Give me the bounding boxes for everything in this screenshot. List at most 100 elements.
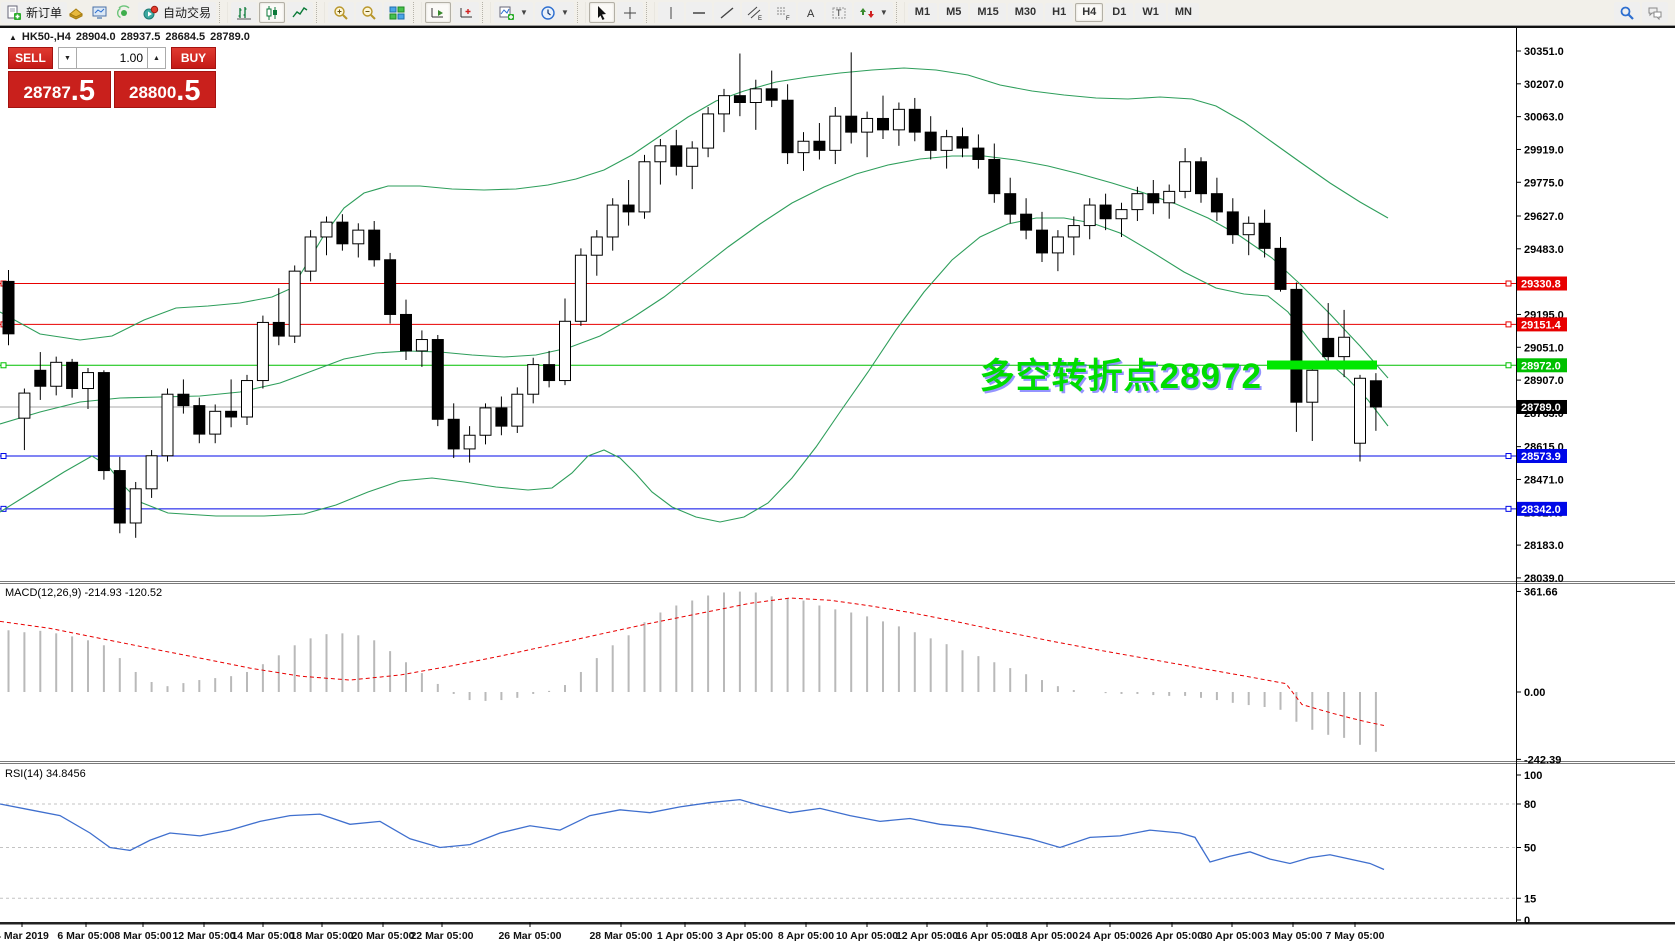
svg-text:28972.0: 28972.0 — [1521, 360, 1561, 372]
search-button[interactable] — [1614, 2, 1640, 23]
new-order-icon — [7, 5, 21, 20]
svg-text:12 Apr 05:00: 12 Apr 05:00 — [896, 930, 958, 942]
tf-button-MN[interactable]: MN — [1167, 3, 1199, 22]
crosshair-button[interactable] — [616, 2, 643, 23]
tile-windows-icon — [389, 6, 405, 19]
svg-text:29330.8: 29330.8 — [1521, 279, 1561, 291]
svg-text:3 Apr 05:00: 3 Apr 05:00 — [717, 930, 773, 942]
bid-price-panel[interactable]: 28787.5 — [8, 71, 111, 108]
bar-chart-button[interactable] — [231, 2, 258, 23]
bid-price-fraction: .5 — [70, 75, 95, 107]
macd-signal-line — [0, 597, 1385, 726]
sell-button[interactable]: SELL — [8, 47, 53, 69]
main-toolbar: 新订单 自动交易 ▼ ▼ E F A T ▼ M1 M5 M15 M30 H1 H4 D1 W… — [0, 0, 1675, 26]
chart-shift-button[interactable] — [453, 2, 480, 23]
dropdown-arrow-icon: ▼ — [560, 8, 569, 17]
tf-button-M5[interactable]: M5 — [939, 3, 969, 22]
price-axis[interactable]: 30351.0 30207.0 30063.0 29919.0 29775.0 29627… — [1516, 27, 1567, 927]
bollinger-lower — [0, 217, 1389, 523]
toolbar-separator — [482, 2, 492, 23]
tf-button-H4[interactable]: H4 — [1075, 3, 1104, 22]
zoom-out-icon — [362, 5, 376, 20]
new-order-button[interactable]: 新订单 — [1, 2, 68, 23]
zoom-out-button[interactable] — [356, 2, 383, 23]
toolbar-separator — [645, 2, 655, 23]
candlestick-chart-button[interactable] — [259, 2, 286, 23]
ask-price-main: 28800 — [129, 83, 177, 102]
indicators-button[interactable]: ▼ — [494, 2, 533, 23]
key-level-highlight[interactable] — [1267, 360, 1377, 370]
svg-text:8 Mar 05:00: 8 Mar 05:00 — [114, 930, 171, 942]
svg-text:12 Mar 05:00: 12 Mar 05:00 — [172, 930, 235, 942]
svg-text:6 Mar 05:00: 6 Mar 05:00 — [57, 930, 114, 942]
price-level-lines[interactable] — [0, 280, 1516, 512]
autotrade-button[interactable]: 自动交易 — [138, 2, 217, 23]
time-axis[interactable]: 4 Mar 2019 6 Mar 05:00 8 Mar 05:00 12 Mar 0… — [0, 922, 1385, 942]
toolbar-separator — [895, 2, 905, 23]
crosshair-icon — [623, 6, 636, 19]
symbol-period-label: HK50-,H4 — [21, 31, 71, 43]
tile-windows-button[interactable] — [384, 2, 411, 23]
collapse-arrow-icon[interactable]: ▲ — [9, 32, 17, 42]
svg-text:20 Mar 05:00: 20 Mar 05:00 — [351, 930, 414, 942]
line-chart-icon — [292, 6, 308, 17]
channel-icon: E — [747, 6, 762, 21]
fibonacci-icon: F — [776, 7, 790, 21]
vertical-line-button[interactable] — [657, 2, 684, 23]
trendline-button[interactable] — [713, 2, 740, 23]
tf-button-M30[interactable]: M30 — [1007, 3, 1044, 22]
broadcast-icon[interactable] — [116, 4, 132, 21]
chart-window-border — [0, 26, 1675, 28]
periods-button[interactable]: ▼ — [534, 2, 574, 23]
ask-price-panel[interactable]: 28800.5 — [113, 71, 216, 108]
svg-text:30351.0: 30351.0 — [1524, 46, 1564, 58]
tf-button-W1[interactable]: W1 — [1135, 3, 1166, 22]
candlestick-chart-icon — [266, 5, 278, 20]
rsi-line — [0, 798, 1385, 871]
text-button[interactable]: A — [797, 2, 824, 23]
volume-input[interactable] — [77, 47, 147, 69]
profile-icon[interactable] — [68, 5, 84, 21]
channel-button[interactable]: E — [741, 2, 768, 23]
line-chart-button[interactable] — [287, 2, 314, 23]
svg-text:30063.0: 30063.0 — [1524, 112, 1564, 124]
chart-header: ▲ HK50-,H4 28904.0 28937.5 28684.5 28789… — [9, 31, 250, 43]
tf-button-M1[interactable]: M1 — [907, 3, 938, 22]
arrows-button[interactable]: ▼ — [853, 2, 893, 23]
svg-text:7 May 05:00: 7 May 05:00 — [1326, 930, 1385, 942]
chat-button[interactable] — [1642, 2, 1668, 23]
tf-button-M15[interactable]: M15 — [970, 3, 1006, 22]
svg-text:28183.0: 28183.0 — [1524, 540, 1564, 552]
svg-text:28573.9: 28573.9 — [1521, 451, 1561, 463]
svg-text:28907.0: 28907.0 — [1524, 375, 1564, 387]
horizontal-line-button[interactable] — [685, 2, 712, 23]
terminal-icon[interactable] — [92, 5, 108, 21]
indicators-icon — [499, 6, 515, 20]
volume-down-button[interactable]: ▼ — [58, 47, 77, 69]
svg-text:8 Apr 05:00: 8 Apr 05:00 — [778, 930, 834, 942]
svg-text:50: 50 — [1524, 843, 1536, 855]
zoom-in-button[interactable] — [328, 2, 355, 23]
ohlc-high: 28937.5 — [120, 31, 161, 43]
auto-scroll-button[interactable] — [425, 2, 452, 23]
svg-text:15: 15 — [1524, 893, 1536, 905]
chart-shift-icon — [460, 7, 473, 17]
tf-button-D1[interactable]: D1 — [1105, 3, 1134, 22]
candles-layer — [2, 52, 1382, 538]
vertical-line-icon — [670, 6, 672, 19]
tf-button-H1[interactable]: H1 — [1045, 3, 1074, 22]
auto-scroll-icon — [431, 7, 444, 17]
svg-text:26 Apr 05:00: 26 Apr 05:00 — [1141, 930, 1203, 942]
text-label-button[interactable]: T — [825, 2, 852, 23]
volume-up-button[interactable]: ▲ — [147, 47, 166, 69]
macd-pane — [0, 591, 1385, 752]
svg-text:1 Apr 05:00: 1 Apr 05:00 — [657, 930, 713, 942]
svg-text:29775.0: 29775.0 — [1524, 177, 1564, 189]
fibonacci-button[interactable]: F — [769, 2, 796, 23]
toolbar-separator — [316, 2, 326, 23]
buy-button[interactable]: BUY — [171, 47, 216, 69]
svg-text:28342.0: 28342.0 — [1521, 504, 1561, 516]
cursor-button[interactable] — [588, 2, 615, 23]
pane-separators — [0, 581, 1675, 925]
